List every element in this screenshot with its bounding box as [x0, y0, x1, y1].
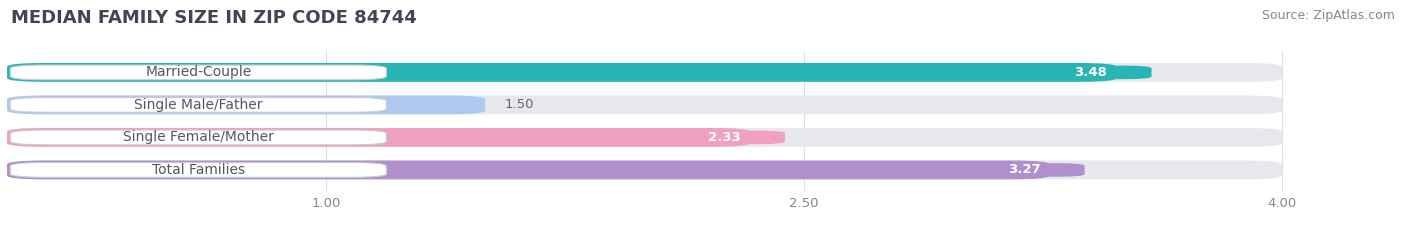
FancyBboxPatch shape: [7, 63, 1116, 82]
FancyBboxPatch shape: [10, 98, 387, 112]
FancyBboxPatch shape: [7, 128, 749, 147]
Text: Single Male/Father: Single Male/Father: [134, 98, 263, 112]
FancyBboxPatch shape: [7, 96, 1282, 114]
Text: 3.27: 3.27: [1008, 163, 1040, 176]
FancyBboxPatch shape: [7, 63, 1282, 82]
FancyBboxPatch shape: [7, 161, 1282, 179]
Text: Single Female/Mother: Single Female/Mother: [122, 130, 274, 144]
FancyBboxPatch shape: [664, 131, 785, 144]
Text: 1.50: 1.50: [505, 98, 534, 111]
FancyBboxPatch shape: [10, 163, 387, 177]
Text: 2.33: 2.33: [709, 131, 741, 144]
FancyBboxPatch shape: [7, 96, 485, 114]
FancyBboxPatch shape: [7, 161, 1049, 179]
Text: 3.48: 3.48: [1074, 66, 1108, 79]
FancyBboxPatch shape: [7, 128, 1282, 147]
Text: Source: ZipAtlas.com: Source: ZipAtlas.com: [1261, 9, 1395, 22]
Text: Total Families: Total Families: [152, 163, 245, 177]
FancyBboxPatch shape: [963, 163, 1084, 177]
FancyBboxPatch shape: [10, 130, 387, 145]
FancyBboxPatch shape: [10, 65, 387, 80]
Text: MEDIAN FAMILY SIZE IN ZIP CODE 84744: MEDIAN FAMILY SIZE IN ZIP CODE 84744: [11, 9, 418, 27]
Text: Married-Couple: Married-Couple: [145, 65, 252, 79]
FancyBboxPatch shape: [1031, 66, 1152, 79]
